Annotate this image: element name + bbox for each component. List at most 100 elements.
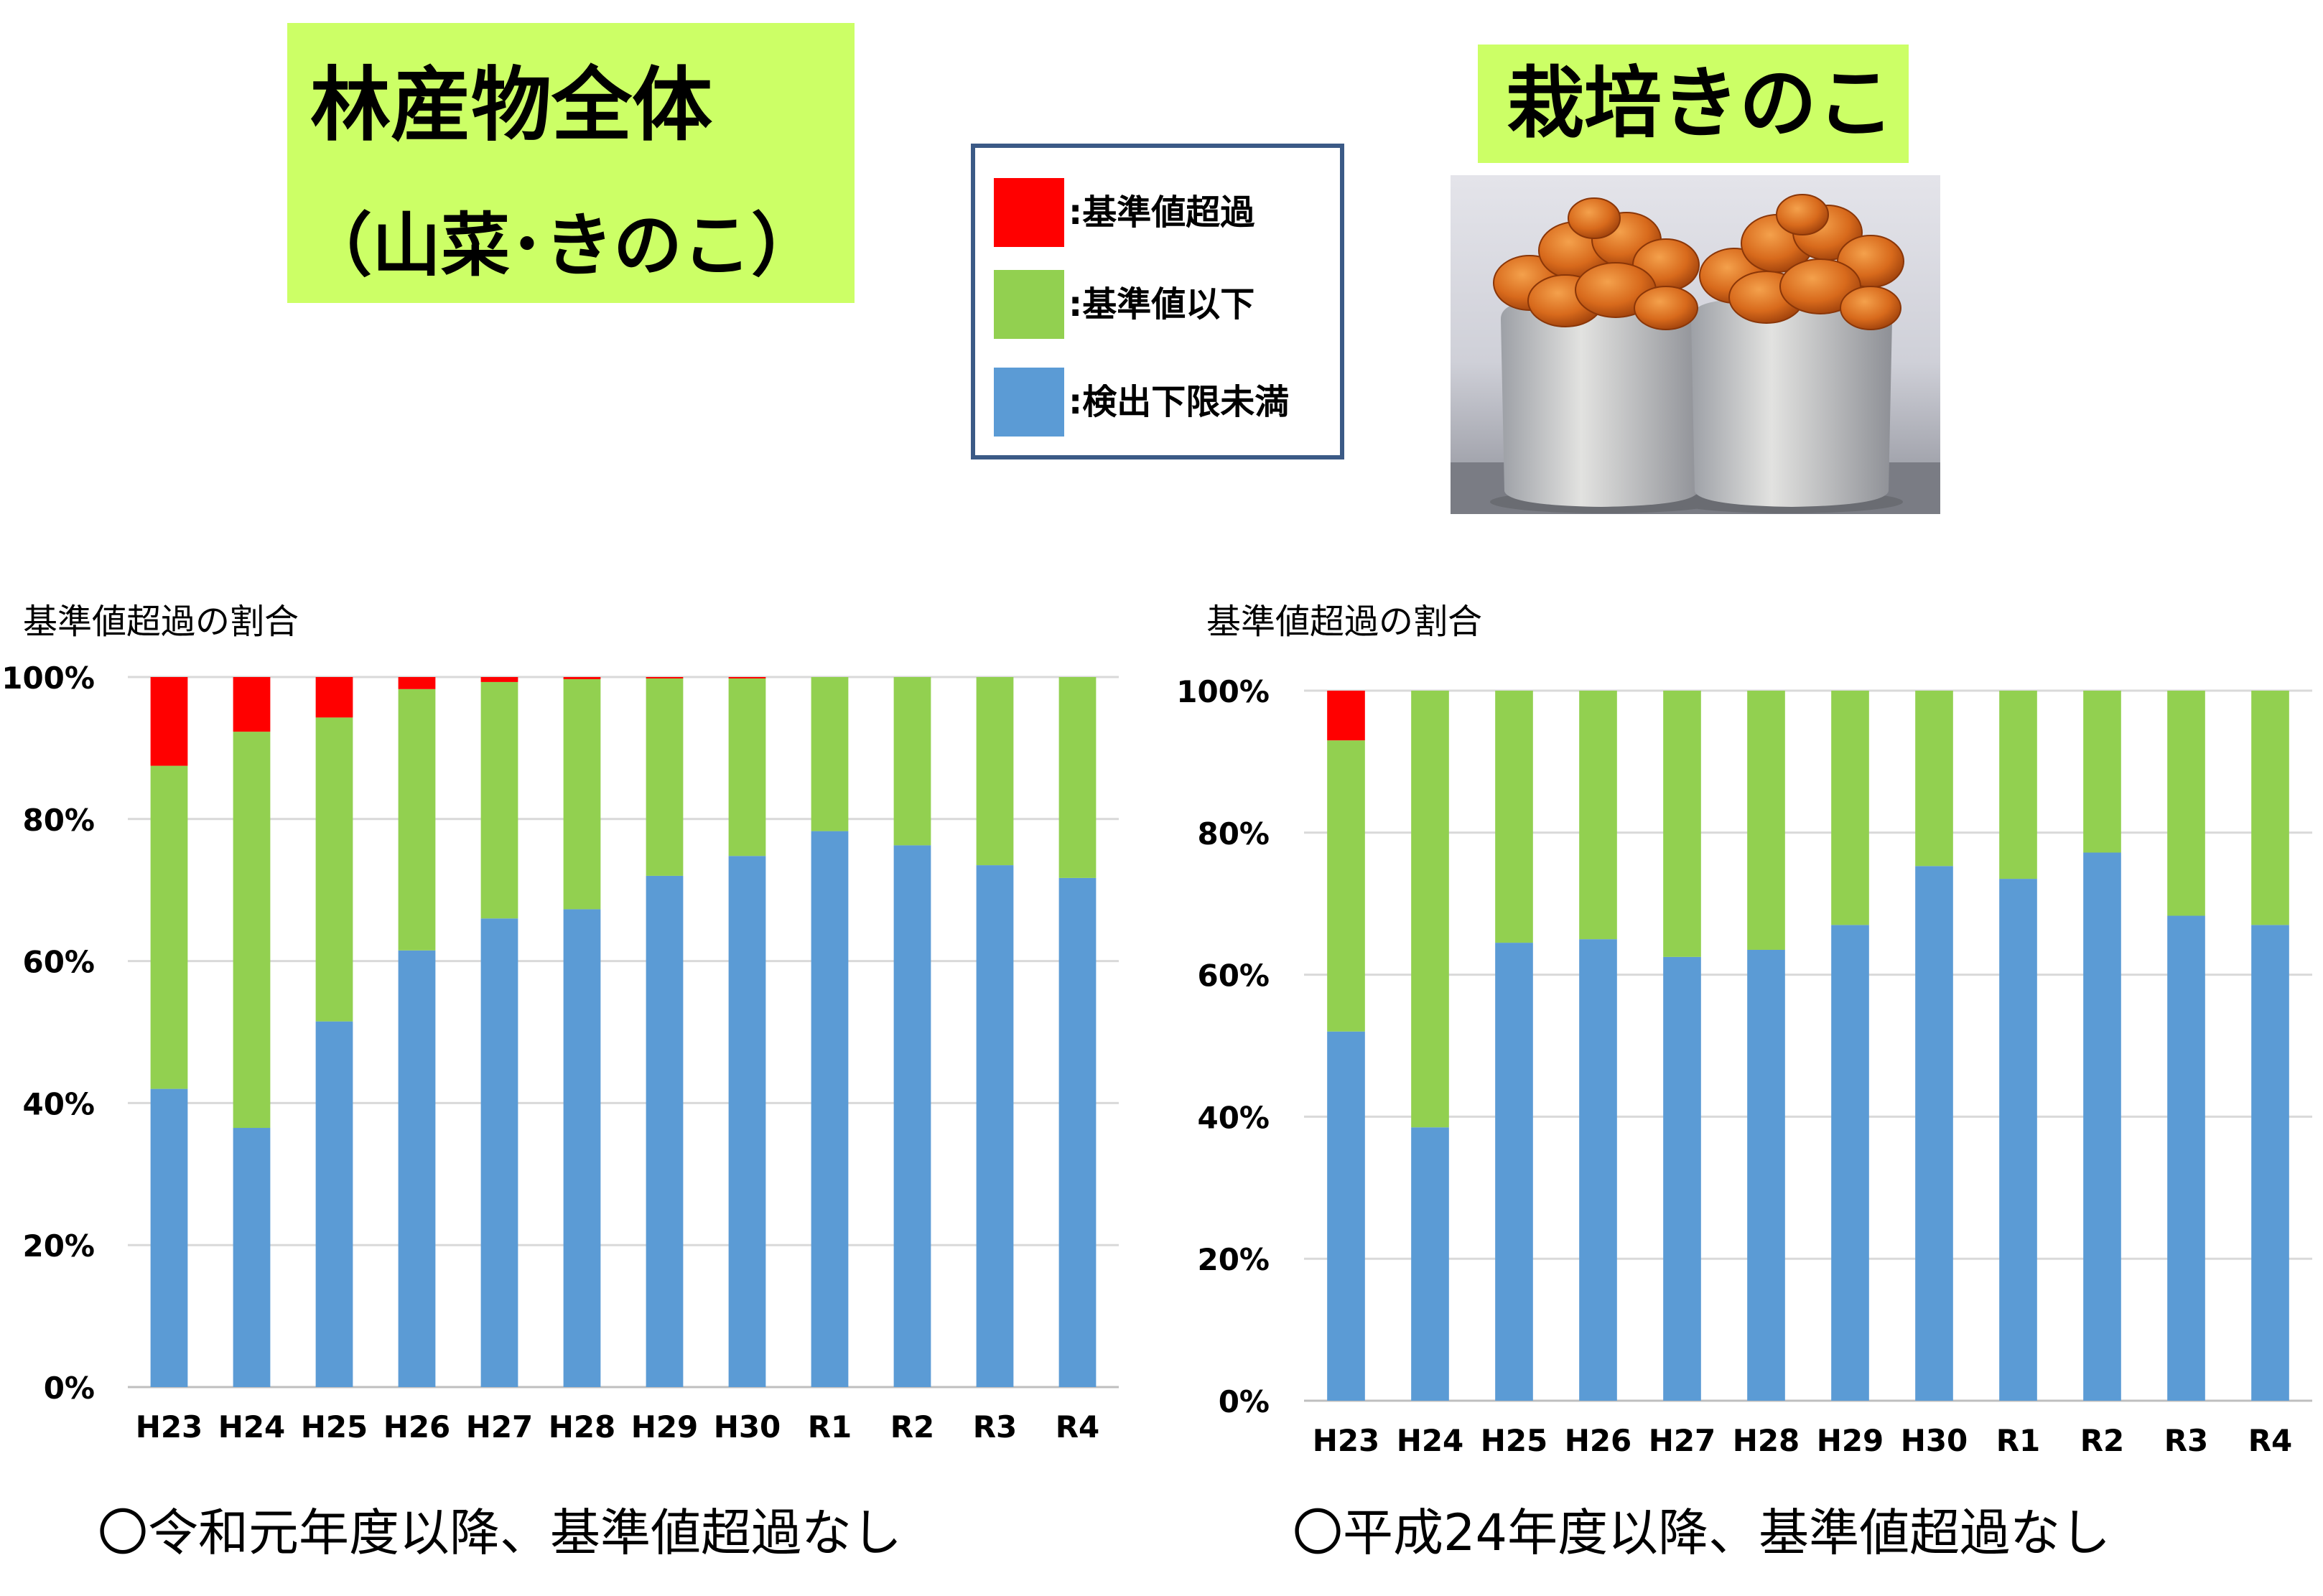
bar-segment — [728, 677, 766, 678]
legend-item-below: :基準値以下 — [994, 270, 1339, 339]
x-tick-label: H25 — [301, 1409, 368, 1445]
bar-segment — [233, 732, 271, 1129]
x-tick-label: R2 — [890, 1409, 935, 1445]
bar-segment — [480, 677, 518, 682]
y-tick-label: 0% — [44, 1371, 95, 1406]
bar-segment — [563, 909, 601, 1387]
x-tick-label: R1 — [1996, 1423, 2041, 1458]
y-tick-label: 40% — [22, 1086, 95, 1121]
y-tick-label: 80% — [22, 803, 95, 838]
bar-segment — [2083, 852, 2121, 1401]
x-tick-label: H23 — [1313, 1423, 1380, 1458]
x-tick-label: H28 — [1733, 1423, 1800, 1458]
bar-segment — [1411, 1127, 1449, 1401]
bar-segment — [398, 677, 436, 689]
y-tick-label: 40% — [1197, 1100, 1270, 1135]
x-tick-label: H26 — [1565, 1423, 1632, 1458]
x-tick-label: R3 — [973, 1409, 1018, 1445]
bar-segment — [2251, 691, 2289, 925]
bar-segment — [1747, 949, 1785, 1401]
x-tick-label: H23 — [136, 1409, 203, 1445]
legend-label-exceed: :基準値超過 — [1069, 192, 1255, 233]
bar-segment — [398, 950, 436, 1387]
y-axis-title: 基準値超過の割合 — [23, 602, 299, 642]
y-axis-title: 基準値超過の割合 — [1206, 602, 1482, 642]
bar-segment — [1663, 691, 1701, 957]
legend-label-below: :基準値以下 — [1069, 284, 1255, 325]
bar-segment — [233, 677, 271, 732]
bar-segment — [1579, 939, 1617, 1401]
legend-label-undetected: :検出下限未満 — [1069, 382, 1290, 422]
chart-right: 基準値超過の割合 0% 20% 40% 60% 80% 100% H23 H24 H25 H26 H2… — [1176, 602, 2312, 1458]
bar-segment — [1327, 740, 1365, 1032]
x-tick-label: H29 — [631, 1409, 699, 1445]
title-left-line1: 林産物全体 — [310, 59, 712, 152]
y-tick-label: 20% — [22, 1228, 95, 1264]
chart-left: 基準値超過の割合 0% 20% 40% 60% 80% 100% H23 H24 H25 H26 H2… — [1, 602, 1119, 1445]
bar-segment — [1058, 677, 1097, 878]
x-tick-label: R2 — [2080, 1423, 2125, 1458]
title-left-box: 林産物全体 （山菜･きのこ） — [287, 23, 855, 303]
bar-segment — [315, 677, 353, 718]
bar-segment — [233, 1128, 271, 1387]
x-tick-label: H24 — [1397, 1423, 1464, 1458]
legend-swatch-undetected — [994, 368, 1064, 437]
x-tick-label: R4 — [2248, 1423, 2293, 1458]
x-tick-label: H27 — [466, 1409, 534, 1445]
bar-segment — [1999, 691, 2037, 879]
legend-swatch-below — [994, 270, 1064, 339]
bar-segment — [563, 678, 601, 910]
bar-segment — [150, 1088, 188, 1387]
bar-segment — [893, 677, 931, 846]
bar-segment — [811, 677, 849, 831]
bar-segment — [1495, 691, 1533, 943]
bar-segment — [1915, 691, 1953, 867]
x-tick-label: H27 — [1649, 1423, 1716, 1458]
legend-item-undetected: :検出下限未満 — [994, 368, 1339, 437]
bar-segment — [2167, 915, 2205, 1401]
bar-segment — [1831, 925, 1869, 1401]
title-right-box: 栽培きのこ — [1478, 45, 1909, 163]
y-tick-label: 100% — [1, 661, 95, 696]
bar-segment — [480, 681, 518, 919]
x-tick-label: H29 — [1817, 1423, 1884, 1458]
y-tick-label: 60% — [1197, 958, 1270, 994]
bar-segment — [1495, 943, 1533, 1401]
bar-segment — [728, 856, 766, 1387]
bar-segment — [2251, 925, 2289, 1401]
y-tick-label: 20% — [1197, 1242, 1270, 1277]
x-tick-label: H30 — [714, 1409, 781, 1445]
bar-segment — [976, 677, 1014, 866]
legend-swatch-exceed — [994, 178, 1064, 247]
chart-left-caption: 〇令和元年度以降、基準値超過なし — [98, 1503, 902, 1562]
bar-segment — [1831, 691, 1869, 925]
bar-segment — [150, 677, 188, 766]
bar-segment — [1999, 879, 2037, 1401]
x-tick-label: H30 — [1901, 1423, 1968, 1458]
bar-segment — [315, 717, 353, 1022]
title-left-line2: （山菜･きのこ） — [303, 205, 820, 286]
mushroom-photo — [1451, 175, 1940, 514]
bar-segment — [1327, 1031, 1365, 1401]
y-tick-label: 80% — [1197, 816, 1270, 851]
bar-segment — [563, 677, 601, 679]
bar-segment — [976, 865, 1014, 1387]
bar-segment — [398, 689, 436, 951]
x-tick-label: R3 — [2164, 1423, 2209, 1458]
bar-segment — [1747, 691, 1785, 950]
bar-segment — [893, 845, 931, 1387]
bar-segment — [646, 677, 684, 678]
y-tick-label: 60% — [22, 945, 95, 980]
legend-item-exceed: :基準値超過 — [994, 178, 1339, 247]
x-tick-label: R4 — [1056, 1409, 1100, 1445]
y-tick-label: 0% — [1219, 1384, 1270, 1419]
bar-segment — [1663, 956, 1701, 1401]
bar-segment — [728, 678, 766, 857]
bar-segment — [646, 678, 684, 876]
x-tick-label: H26 — [383, 1409, 451, 1445]
bar-segment — [646, 875, 684, 1387]
x-tick-label: H24 — [218, 1409, 286, 1445]
bar-segment — [1327, 691, 1365, 741]
bar-segment — [315, 1021, 353, 1387]
x-tick-label: H25 — [1481, 1423, 1548, 1458]
